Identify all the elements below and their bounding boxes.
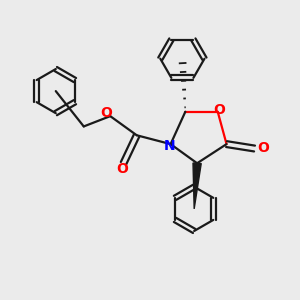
Text: N: N [164,139,176,153]
Text: O: O [100,106,112,120]
Text: O: O [116,162,128,176]
Text: O: O [213,103,225,117]
Polygon shape [193,163,201,209]
Text: O: O [257,141,269,155]
